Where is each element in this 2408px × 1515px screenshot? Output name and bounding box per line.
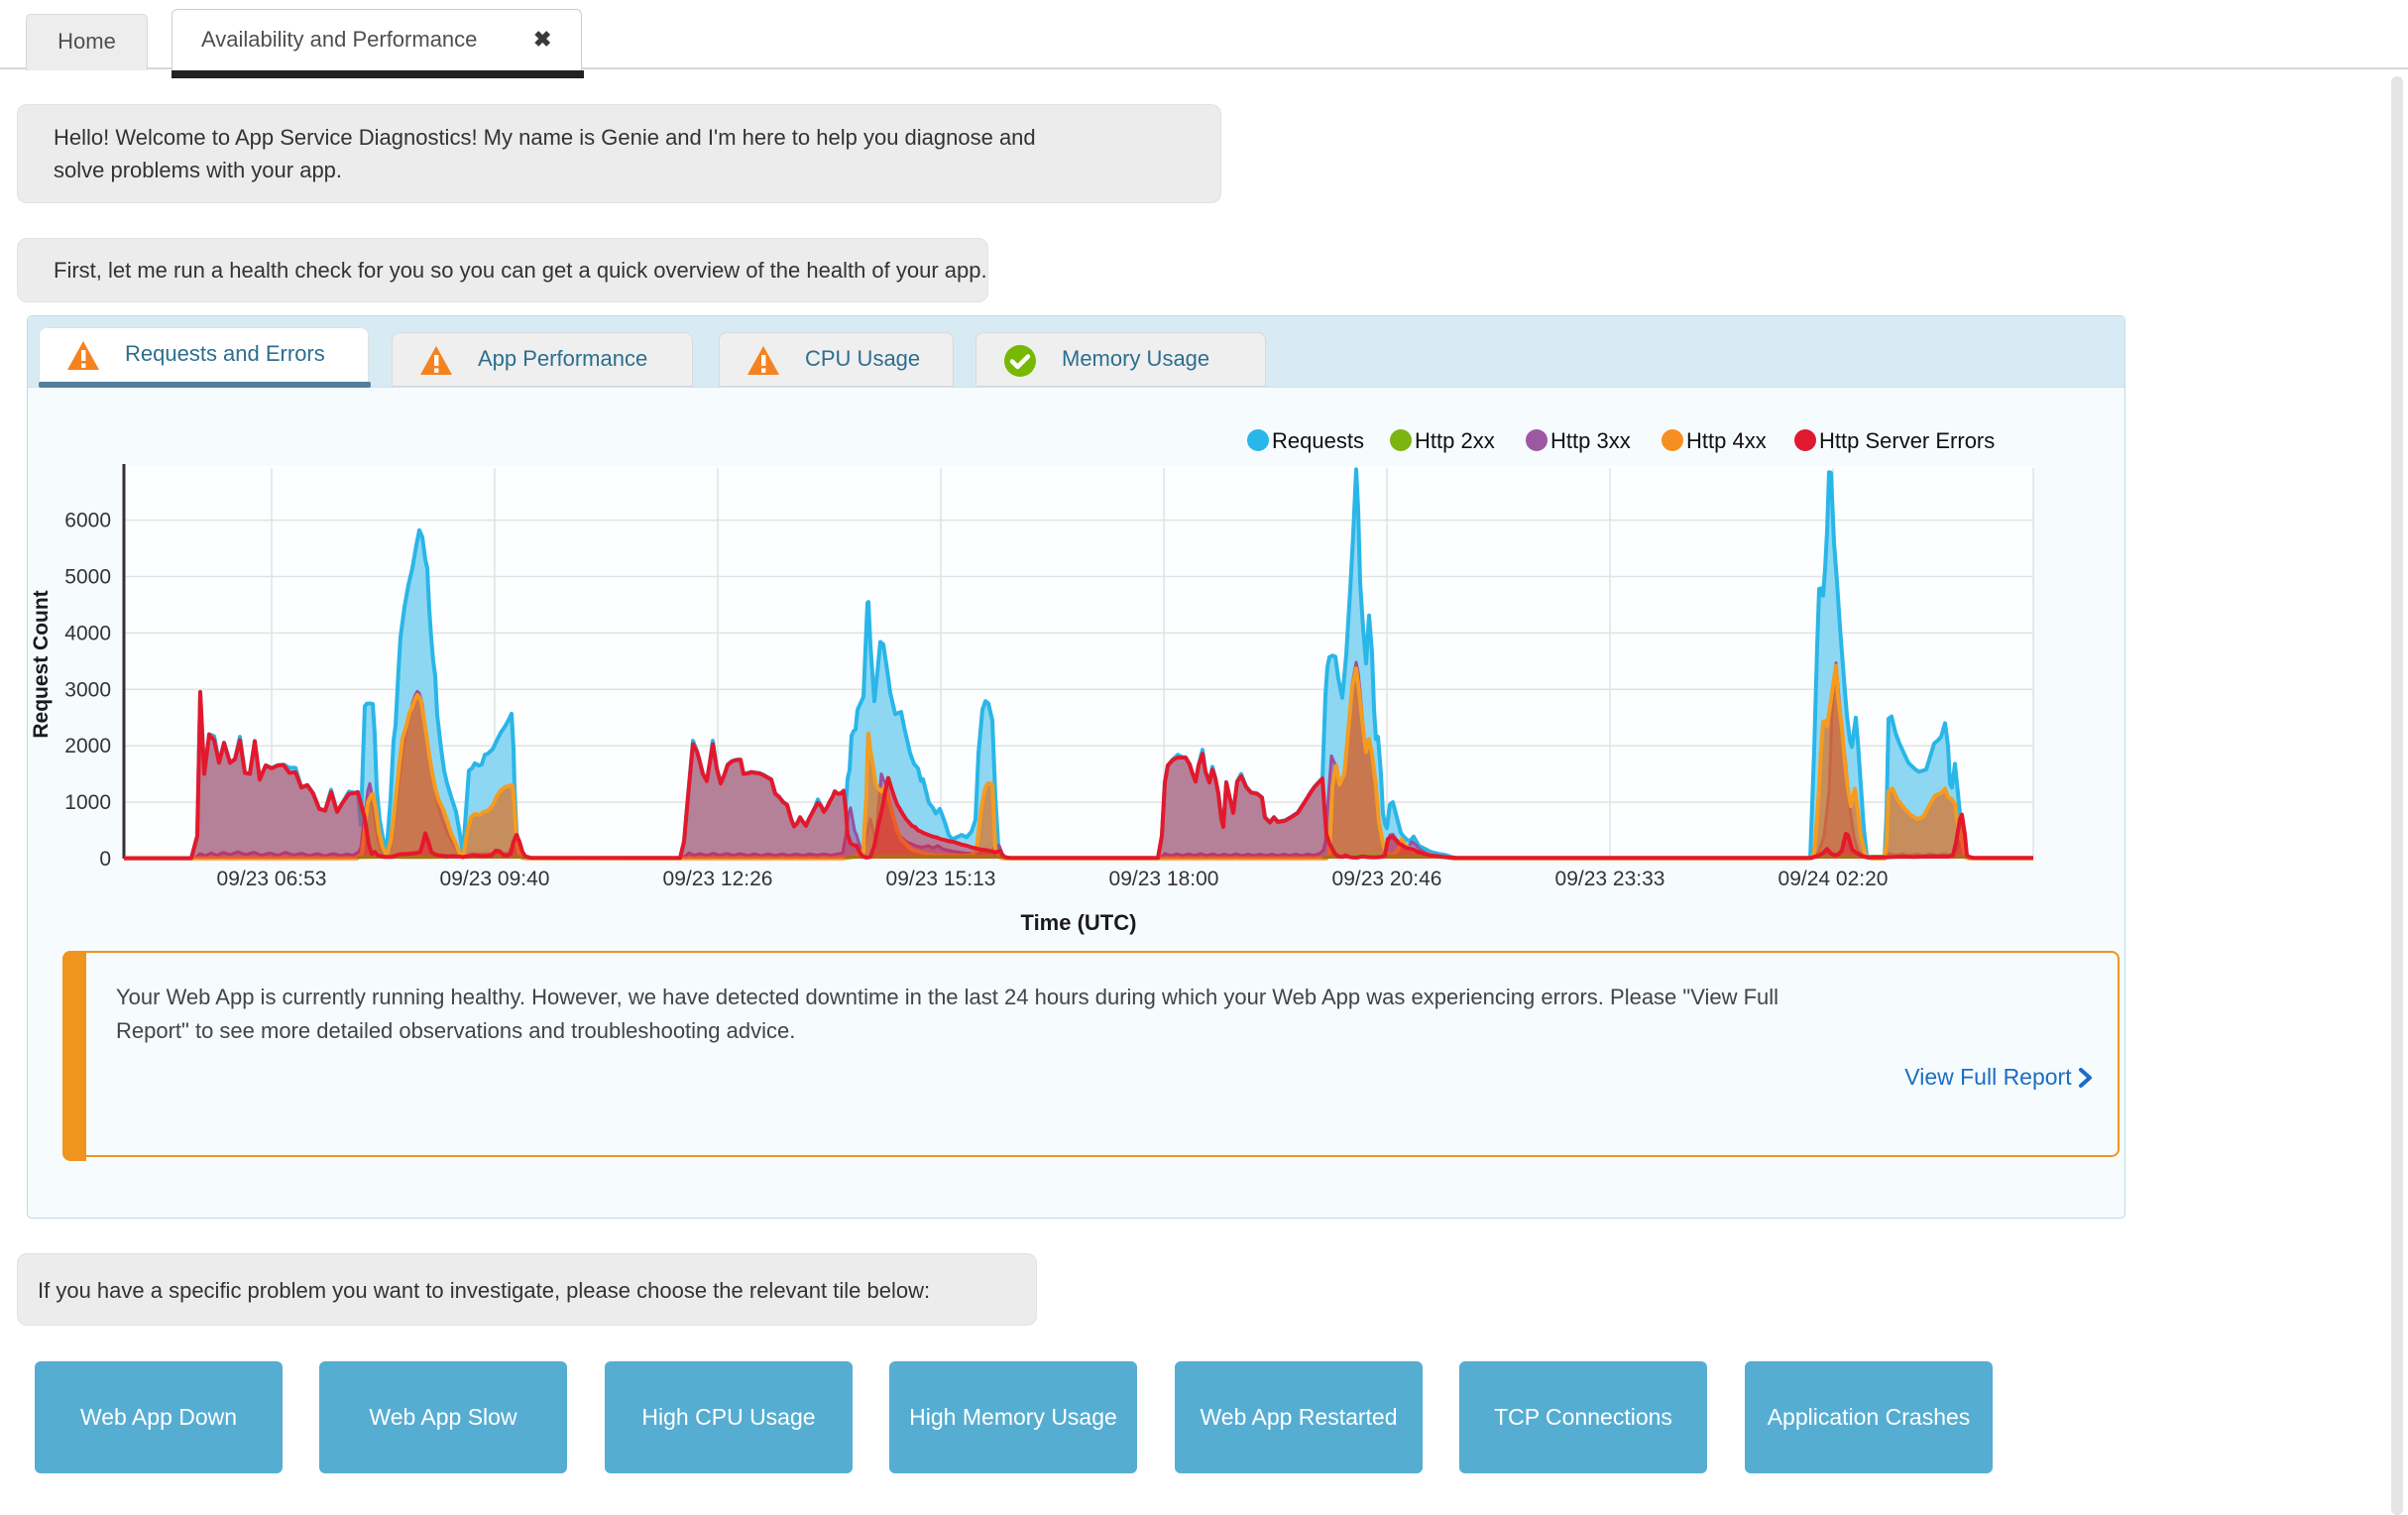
- svg-text:09/23 18:00: 09/23 18:00: [1109, 868, 1219, 890]
- svg-text:Requests: Requests: [1272, 428, 1364, 453]
- svg-text:2000: 2000: [64, 735, 111, 758]
- svg-text:Http 4xx: Http 4xx: [1686, 428, 1767, 453]
- svg-text:Time (UTC): Time (UTC): [1021, 910, 1137, 935]
- svg-text:09/23 12:26: 09/23 12:26: [663, 868, 773, 890]
- svg-text:Http 2xx: Http 2xx: [1415, 428, 1495, 453]
- svg-text:Http Server Errors: Http Server Errors: [1819, 428, 1995, 453]
- svg-text:4000: 4000: [64, 622, 111, 644]
- svg-text:09/23 06:53: 09/23 06:53: [217, 868, 327, 890]
- svg-text:09/23 20:46: 09/23 20:46: [1332, 868, 1442, 890]
- svg-text:09/24 02:20: 09/24 02:20: [1778, 868, 1889, 890]
- svg-text:5000: 5000: [64, 566, 111, 589]
- svg-text:09/23 15:13: 09/23 15:13: [886, 868, 996, 890]
- svg-text:1000: 1000: [64, 791, 111, 814]
- svg-text:Request Count: Request Count: [30, 590, 53, 738]
- svg-text:6000: 6000: [64, 510, 111, 532]
- svg-text:3000: 3000: [64, 678, 111, 701]
- svg-text:0: 0: [99, 848, 111, 871]
- svg-text:09/23 09:40: 09/23 09:40: [440, 868, 550, 890]
- svg-text:09/23 23:33: 09/23 23:33: [1555, 868, 1665, 890]
- svg-text:Http 3xx: Http 3xx: [1550, 428, 1631, 453]
